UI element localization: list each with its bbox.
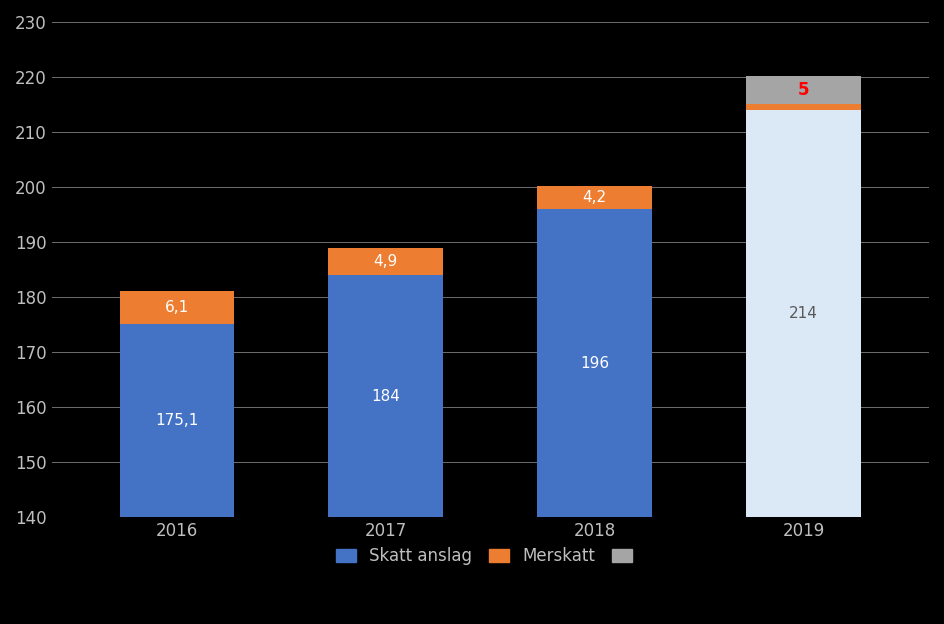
Bar: [537, 209, 652, 517]
Text: 184: 184: [371, 389, 400, 404]
Bar: [537, 186, 652, 209]
Bar: [329, 248, 444, 275]
Bar: [120, 324, 234, 517]
Text: 6,1: 6,1: [165, 300, 189, 315]
Text: 175,1: 175,1: [155, 413, 198, 428]
Text: 5: 5: [798, 81, 809, 99]
Legend: Skatt anslag, Merskatt, : Skatt anslag, Merskatt,: [328, 539, 653, 573]
Text: 4,2: 4,2: [582, 190, 607, 205]
Text: 214: 214: [789, 306, 818, 321]
Bar: [329, 275, 444, 517]
Text: 4,9: 4,9: [374, 254, 398, 269]
Text: 196: 196: [581, 356, 609, 371]
Bar: [120, 291, 234, 324]
Bar: [746, 104, 861, 110]
Bar: [746, 110, 861, 517]
Bar: [746, 77, 861, 104]
